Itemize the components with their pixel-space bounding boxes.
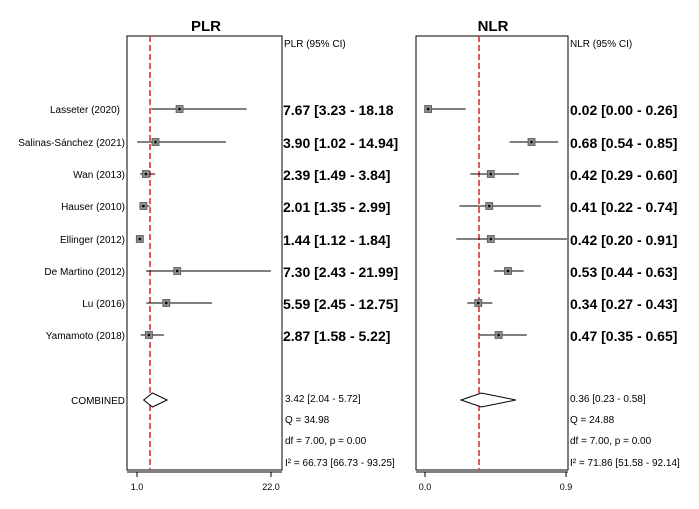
nlr-combined-diamond — [459, 392, 516, 408]
plr-estimate-point — [144, 172, 148, 176]
plr-ci-labels: 7.67 [3.23 - 18.18 3.90 [1.02 - 14.94] 2… — [283, 102, 398, 344]
nlr-x-axis: 0.0 0.9 — [416, 471, 573, 492]
nlr-estimate-point — [426, 107, 430, 111]
plr-ci-label: 7.67 [3.23 - 18.18 — [283, 102, 394, 118]
nlr-estimate-point — [530, 140, 533, 144]
plr-estimate-point — [164, 301, 168, 305]
plr-tick-label-22: 22.0 — [262, 482, 280, 492]
nlr-tick-label-0.9: 0.9 — [560, 482, 573, 492]
nlr-estimate-point — [489, 237, 493, 241]
nlr-estimate-point — [476, 301, 480, 305]
plr-ci-label: 7.30 [2.43 - 21.99] — [283, 264, 398, 280]
nlr-ci-label: 0.53 [0.44 - 0.63] — [570, 264, 677, 280]
plr-title: PLR — [191, 18, 221, 35]
study-label: Salinas-Sánchez (2021) — [18, 138, 125, 149]
nlr-ci-label: 0.02 [0.00 - 0.26] — [570, 102, 677, 118]
nlr-stat-df: df = 7.00, p = 0.00 — [570, 436, 652, 447]
nlr-ci-label: 0.42 [0.20 - 0.91] — [570, 232, 677, 248]
nlr-estimate-point — [506, 269, 510, 273]
study-label: Lu (2016) — [82, 299, 125, 310]
study-label: Yamamoto (2018) — [46, 331, 125, 342]
plr-estimate-point — [147, 333, 151, 337]
plr-stat-i2: I² = 66.73 [66.73 - 93.25] — [285, 458, 395, 469]
study-label: Ellinger (2012) — [60, 235, 125, 246]
nlr-ci-label: 0.41 [0.22 - 0.74] — [570, 199, 677, 215]
nlr-stat-q: Q = 24.88 — [570, 415, 615, 426]
nlr-plot-frame — [415, 35, 569, 471]
nlr-ci-label: 0.34 [0.27 - 0.43] — [570, 296, 677, 312]
plr-panel: PLR PLR (95% CI) 1.0 22.0 7.67 [3.23 - 1… — [126, 18, 398, 492]
plr-stat-df: df = 7.00, p = 0.00 — [285, 436, 367, 447]
nlr-panel: NLR NLR (95% CI) 0.0 0.9 0.02 [0.00 - 0.… — [415, 18, 680, 492]
combined-label: COMBINED — [71, 396, 125, 407]
plr-estimate-point — [154, 140, 157, 144]
plr-estimate-point — [142, 204, 145, 208]
plr-study-marks — [135, 105, 271, 408]
plr-plot-frame — [126, 35, 283, 471]
plr-combined-label: 3.42 [2.04 - 5.72] — [285, 394, 361, 405]
nlr-ci-labels: 0.02 [0.00 - 0.26] 0.68 [0.54 - 0.85] 0.… — [570, 102, 677, 344]
plr-ci-label: 5.59 [2.45 - 12.75] — [283, 296, 398, 312]
nlr-estimate-point — [489, 172, 493, 176]
nlr-estimate-point — [487, 204, 491, 208]
study-label: De Martino (2012) — [44, 267, 125, 278]
nlr-title: NLR — [478, 18, 509, 35]
plr-combined-diamond — [142, 392, 169, 408]
nlr-ci-label: 0.47 [0.35 - 0.65] — [570, 328, 677, 344]
plr-ci-label: 2.87 [1.58 - 5.22] — [283, 328, 390, 344]
plr-x-axis: 1.0 22.0 — [127, 471, 282, 492]
plr-ci-label: 2.39 [1.49 - 3.84] — [283, 167, 390, 183]
nlr-ci-header: NLR (95% CI) — [570, 39, 632, 50]
study-label: Wan (2013) — [73, 170, 125, 181]
nlr-ci-label: 0.68 [0.54 - 0.85] — [570, 135, 677, 151]
nlr-tick-label-0: 0.0 — [419, 482, 432, 492]
plr-ci-label: 1.44 [1.12 - 1.84] — [283, 232, 390, 248]
study-label: Lasseter (2020) — [50, 105, 120, 116]
nlr-stat-i2: I² = 71.86 [51.58 - 92.14] — [570, 458, 680, 469]
plr-estimate-point — [178, 107, 181, 111]
nlr-study-marks — [424, 105, 567, 408]
plr-estimate-point — [175, 269, 179, 273]
nlr-ci-label: 0.42 [0.29 - 0.60] — [570, 167, 677, 183]
plr-ci-label: 3.90 [1.02 - 14.94] — [283, 135, 398, 151]
study-labels: Lasseter (2020) Salinas-Sánchez (2021) W… — [18, 105, 125, 407]
plr-ci-header: PLR (95% CI) — [284, 39, 346, 50]
plr-stat-q: Q = 34.98 — [285, 415, 330, 426]
plr-ci-label: 2.01 [1.35 - 2.99] — [283, 199, 390, 215]
plr-estimate-point — [138, 237, 142, 241]
nlr-combined-label: 0.36 [0.23 - 0.58] — [570, 394, 646, 405]
plr-tick-label-1: 1.0 — [131, 482, 144, 492]
nlr-estimate-point — [497, 333, 500, 337]
study-label: Hauser (2010) — [61, 202, 125, 213]
